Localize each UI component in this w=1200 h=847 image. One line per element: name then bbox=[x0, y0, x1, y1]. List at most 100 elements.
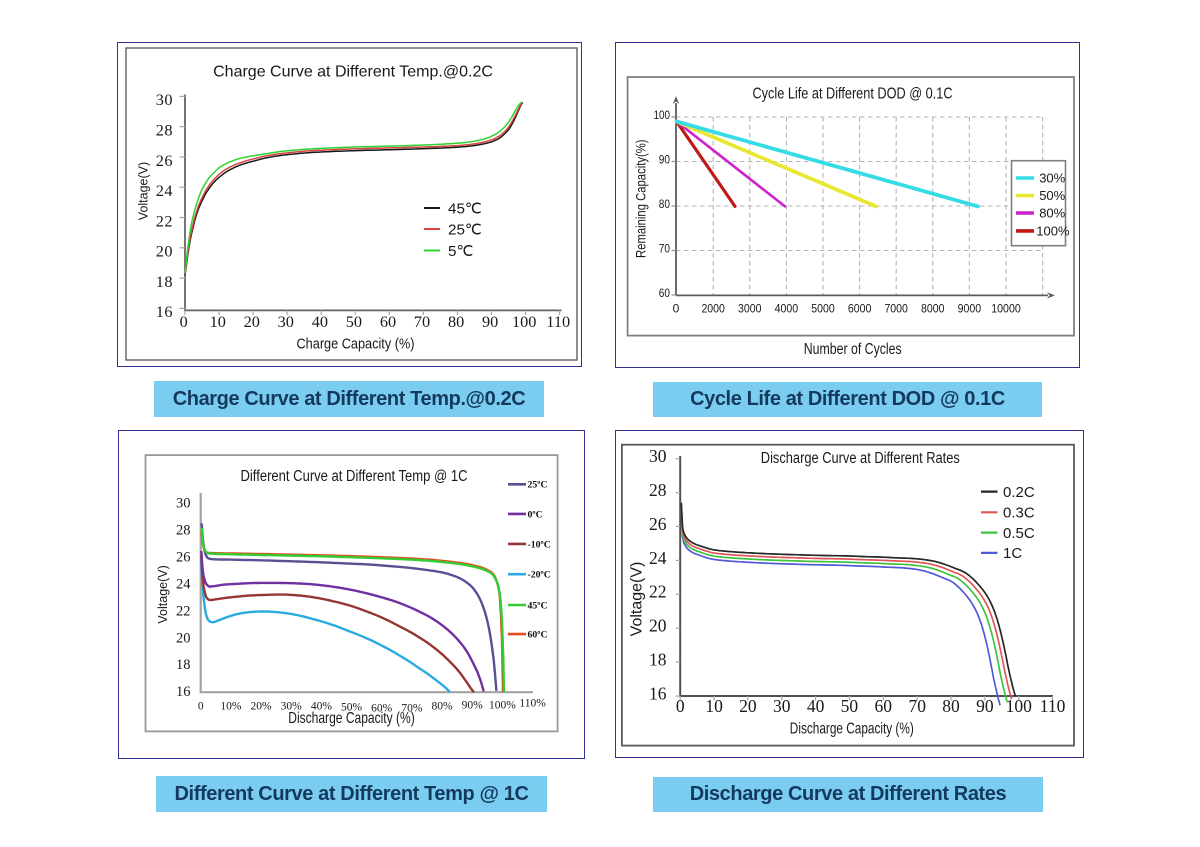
svg-text:90: 90 bbox=[659, 152, 670, 166]
svg-text:26: 26 bbox=[156, 151, 173, 170]
svg-text:0: 0 bbox=[673, 302, 680, 316]
svg-text:20: 20 bbox=[244, 312, 260, 331]
svg-text:Remaining Capacity(%): Remaining Capacity(%) bbox=[632, 139, 648, 258]
svg-text:30: 30 bbox=[176, 496, 191, 512]
svg-text:30: 30 bbox=[156, 90, 173, 109]
svg-text:16: 16 bbox=[176, 684, 191, 700]
svg-text:Different Curve at Different T: Different Curve at Different Temp @ 1C bbox=[241, 468, 468, 485]
svg-text:100: 100 bbox=[1006, 696, 1032, 716]
svg-text:10000: 10000 bbox=[991, 302, 1021, 316]
svg-text:60: 60 bbox=[875, 696, 893, 716]
svg-text:5000: 5000 bbox=[811, 302, 835, 316]
svg-text:30: 30 bbox=[278, 312, 294, 331]
svg-text:16: 16 bbox=[156, 302, 173, 321]
svg-text:0ºC: 0ºC bbox=[528, 509, 543, 520]
svg-text:45ºC: 45ºC bbox=[528, 600, 548, 611]
svg-text:70: 70 bbox=[414, 312, 430, 331]
svg-text:80: 80 bbox=[942, 696, 960, 716]
svg-text:70: 70 bbox=[908, 696, 926, 716]
svg-text:Cycle Life at Different DOD @: Cycle Life at Different DOD @ 0.1C bbox=[753, 86, 953, 103]
svg-text:22: 22 bbox=[156, 211, 173, 230]
svg-text:60: 60 bbox=[380, 312, 396, 331]
svg-text:24: 24 bbox=[156, 181, 173, 200]
svg-text:-20ºC: -20ºC bbox=[528, 570, 551, 581]
svg-text:16: 16 bbox=[649, 683, 667, 703]
svg-text:80%: 80% bbox=[432, 700, 454, 712]
svg-text:80: 80 bbox=[659, 197, 670, 211]
svg-text:3000: 3000 bbox=[738, 302, 762, 316]
svg-text:80%: 80% bbox=[1039, 206, 1065, 221]
svg-text:5℃: 5℃ bbox=[448, 243, 474, 260]
svg-text:100: 100 bbox=[512, 312, 536, 331]
svg-text:Voltage(V): Voltage(V) bbox=[156, 565, 170, 623]
svg-text:40%: 40% bbox=[311, 700, 333, 712]
svg-text:Voltage(V): Voltage(V) bbox=[137, 162, 151, 220]
svg-text:1C: 1C bbox=[1003, 545, 1022, 562]
svg-text:24: 24 bbox=[176, 576, 191, 592]
svg-text:18: 18 bbox=[649, 650, 667, 670]
svg-text:90: 90 bbox=[482, 312, 498, 331]
svg-text:50%: 50% bbox=[341, 701, 363, 713]
svg-text:22: 22 bbox=[649, 582, 667, 602]
svg-text:8000: 8000 bbox=[921, 302, 945, 316]
svg-text:10: 10 bbox=[210, 312, 226, 331]
svg-text:22: 22 bbox=[176, 603, 191, 619]
svg-text:0.3C: 0.3C bbox=[1003, 505, 1035, 522]
svg-text:26: 26 bbox=[649, 514, 667, 534]
svg-text:60%: 60% bbox=[371, 702, 393, 714]
svg-text:0: 0 bbox=[198, 700, 204, 712]
svg-text:50%: 50% bbox=[1039, 188, 1065, 203]
svg-text:28: 28 bbox=[156, 121, 173, 140]
svg-text:110: 110 bbox=[546, 312, 570, 331]
svg-text:30%: 30% bbox=[1039, 171, 1065, 186]
svg-text:25ºC: 25ºC bbox=[528, 480, 548, 491]
svg-text:30%: 30% bbox=[281, 700, 303, 712]
svg-text:60: 60 bbox=[659, 286, 670, 300]
svg-text:20%: 20% bbox=[250, 700, 272, 712]
svg-text:28: 28 bbox=[176, 523, 191, 539]
svg-text:0: 0 bbox=[180, 312, 188, 331]
svg-text:Discharge Capacity (%): Discharge Capacity (%) bbox=[288, 710, 415, 727]
svg-text:Discharge Curve at Different R: Discharge Curve at Different Rates bbox=[761, 450, 960, 467]
svg-text:50: 50 bbox=[841, 696, 859, 716]
svg-text:Discharge Capacity (%): Discharge Capacity (%) bbox=[790, 720, 914, 737]
svg-text:0.2C: 0.2C bbox=[1003, 484, 1035, 501]
svg-text:40: 40 bbox=[312, 312, 328, 331]
svg-text:0.5C: 0.5C bbox=[1003, 525, 1035, 542]
svg-text:80: 80 bbox=[448, 312, 464, 331]
svg-text:Number of Cycles: Number of Cycles bbox=[804, 341, 902, 358]
svg-text:7000: 7000 bbox=[884, 302, 908, 316]
svg-text:Voltage(V): Voltage(V) bbox=[629, 562, 646, 637]
svg-text:9000: 9000 bbox=[958, 302, 982, 316]
svg-text:25℃: 25℃ bbox=[448, 221, 482, 238]
svg-text:-10ºC: -10ºC bbox=[528, 539, 551, 550]
svg-text:26: 26 bbox=[176, 550, 191, 566]
svg-text:30: 30 bbox=[649, 446, 667, 466]
svg-text:100%: 100% bbox=[489, 699, 516, 711]
svg-text:70: 70 bbox=[659, 241, 670, 255]
svg-text:60ºC: 60ºC bbox=[528, 630, 548, 641]
svg-text:110: 110 bbox=[1040, 696, 1066, 716]
svg-text:2000: 2000 bbox=[701, 302, 725, 316]
svg-text:Charge Capacity (%): Charge Capacity (%) bbox=[297, 337, 415, 353]
svg-text:20: 20 bbox=[156, 242, 173, 261]
svg-text:40: 40 bbox=[807, 696, 825, 716]
svg-text:28: 28 bbox=[649, 480, 667, 500]
svg-text:10%: 10% bbox=[220, 700, 242, 712]
svg-text:90: 90 bbox=[976, 696, 994, 716]
svg-text:18: 18 bbox=[156, 272, 173, 291]
svg-text:Charge Curve at Different Temp: Charge Curve at Different Temp.@0.2C bbox=[213, 64, 493, 81]
svg-text:18: 18 bbox=[176, 657, 191, 673]
svg-text:100: 100 bbox=[654, 108, 671, 122]
svg-text:20: 20 bbox=[176, 630, 191, 646]
svg-text:24: 24 bbox=[649, 548, 667, 568]
svg-text:30: 30 bbox=[773, 696, 791, 716]
svg-text:0: 0 bbox=[676, 696, 685, 716]
svg-text:20: 20 bbox=[739, 696, 757, 716]
svg-text:70%: 70% bbox=[401, 702, 423, 714]
svg-text:45℃: 45℃ bbox=[448, 200, 482, 217]
svg-text:50: 50 bbox=[346, 312, 362, 331]
svg-text:10: 10 bbox=[705, 696, 723, 716]
svg-text:110%: 110% bbox=[519, 697, 546, 709]
svg-text:20: 20 bbox=[649, 616, 667, 636]
